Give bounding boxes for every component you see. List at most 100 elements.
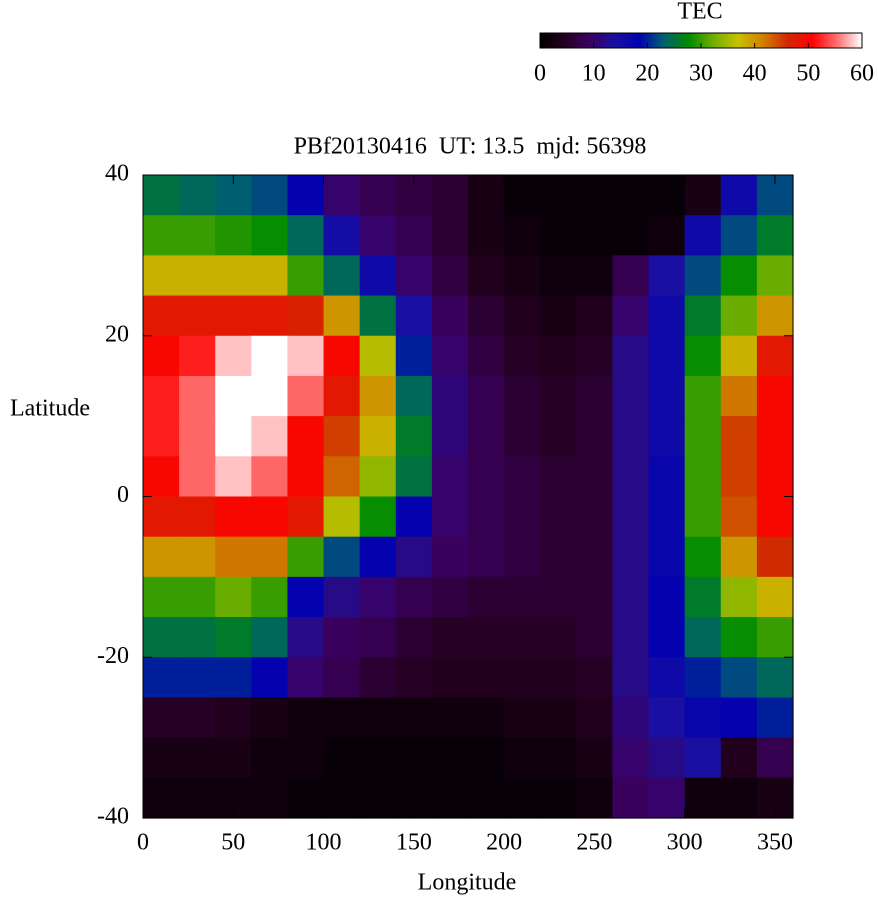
heatmap-cell [576,456,614,498]
heatmap-cell [720,335,758,377]
heatmap-cell [323,737,361,779]
y-tick-label: -40 [97,804,129,830]
heatmap-cell [504,175,541,216]
heatmap-cell [359,456,397,498]
x-tick-label: 250 [576,830,612,856]
heatmap-cell [179,416,216,457]
heatmap-cell [612,215,650,256]
heatmap-cell [359,657,397,699]
heatmap-cell [576,295,614,337]
heatmap-cell [431,697,469,739]
heatmap-cell [648,496,686,538]
heatmap-cell [323,416,361,457]
heatmap-cell [576,536,614,578]
colorbar-tick-label: 0 [534,61,546,87]
heatmap-cell [431,576,469,618]
heatmap-cell [756,215,794,256]
heatmap-cell [431,617,469,658]
heatmap-cell [143,416,180,457]
heatmap-cell [287,536,325,578]
heatmap-cell [287,215,325,256]
heatmap-cell [648,375,686,417]
heatmap-cell [504,375,541,417]
heatmap-cell [504,335,541,377]
heatmap-cell [648,617,686,658]
heatmap-cell [359,175,397,216]
heatmap-cell [612,777,650,819]
heatmap-cell [540,777,577,819]
heatmap-cell [540,375,577,417]
colorbar-label: TEC [677,0,722,25]
heatmap-cell [143,175,180,216]
heatmap-cell [143,456,180,498]
heatmap-cell [540,536,577,578]
heatmap-cell [648,175,686,216]
heatmap-cell [395,255,433,297]
heatmap-cell [251,456,289,498]
heatmap-cell [648,456,686,498]
x-tick-label: 0 [137,830,149,856]
heatmap-cell [540,295,577,337]
heatmap-cell [720,697,758,739]
heatmap-cell [504,295,541,337]
heatmap-cell [431,536,469,578]
heatmap-cell [720,657,758,699]
heatmap-cell [395,576,433,618]
y-tick-label: 20 [105,321,129,347]
heatmap-cell [576,416,614,457]
heatmap-cell [215,335,252,377]
heatmap-cell [395,536,433,578]
colorbar-tick-label: 50 [796,61,820,87]
heatmap-cell [215,456,252,498]
heatmap-cell [720,375,758,417]
heatmap-cell [612,175,650,216]
heatmap-cell [143,496,180,538]
heatmap-cell [359,375,397,417]
heatmap-cell [359,617,397,658]
heatmap-cell [179,295,216,337]
heatmap-cell [359,416,397,457]
heatmap-cell [215,375,252,417]
heatmap-cell [287,456,325,498]
heatmap-cell [540,576,577,618]
heatmap-cell [612,536,650,578]
heatmap-cell [251,697,289,739]
heatmap-cell [720,496,758,538]
heatmap-cell [576,496,614,538]
heatmap-cell [756,255,794,297]
heatmap-cell [323,697,361,739]
heatmap-cell [179,335,216,377]
heatmap-cell [179,536,216,578]
heatmap-cell [540,215,577,256]
heatmap-cell [720,175,758,216]
chart-title: PBf20130416 UT: 13.5 mjd: 56398 [294,134,647,160]
heatmap-cell [179,617,216,658]
heatmap-cell [359,215,397,256]
heatmap-cell [359,697,397,739]
heatmap-cell [323,215,361,256]
x-tick-label: 50 [221,830,245,856]
heatmap-cell [287,335,325,377]
heatmap-cell [576,697,614,739]
heatmap-cell [612,657,650,699]
heatmap-cell [179,737,216,779]
heatmap-cell [504,737,541,779]
heatmap-cell [540,255,577,297]
heatmap-cell [287,496,325,538]
heatmap-cell [504,576,541,618]
y-tick-label: 0 [117,482,129,508]
heatmap-cell [215,737,252,779]
heatmap-cell [431,255,469,297]
heatmap-cell [504,215,541,256]
heatmap-cell [540,416,577,457]
heatmap-cell [648,657,686,699]
heatmap-cell [540,617,577,658]
heatmap-cell [468,295,505,337]
heatmap-cell [720,777,758,819]
heatmap-cell [612,375,650,417]
heatmap-cell [504,496,541,538]
heatmap-cell [143,697,180,739]
heatmap-cell [395,737,433,779]
heatmap-cell [504,657,541,699]
